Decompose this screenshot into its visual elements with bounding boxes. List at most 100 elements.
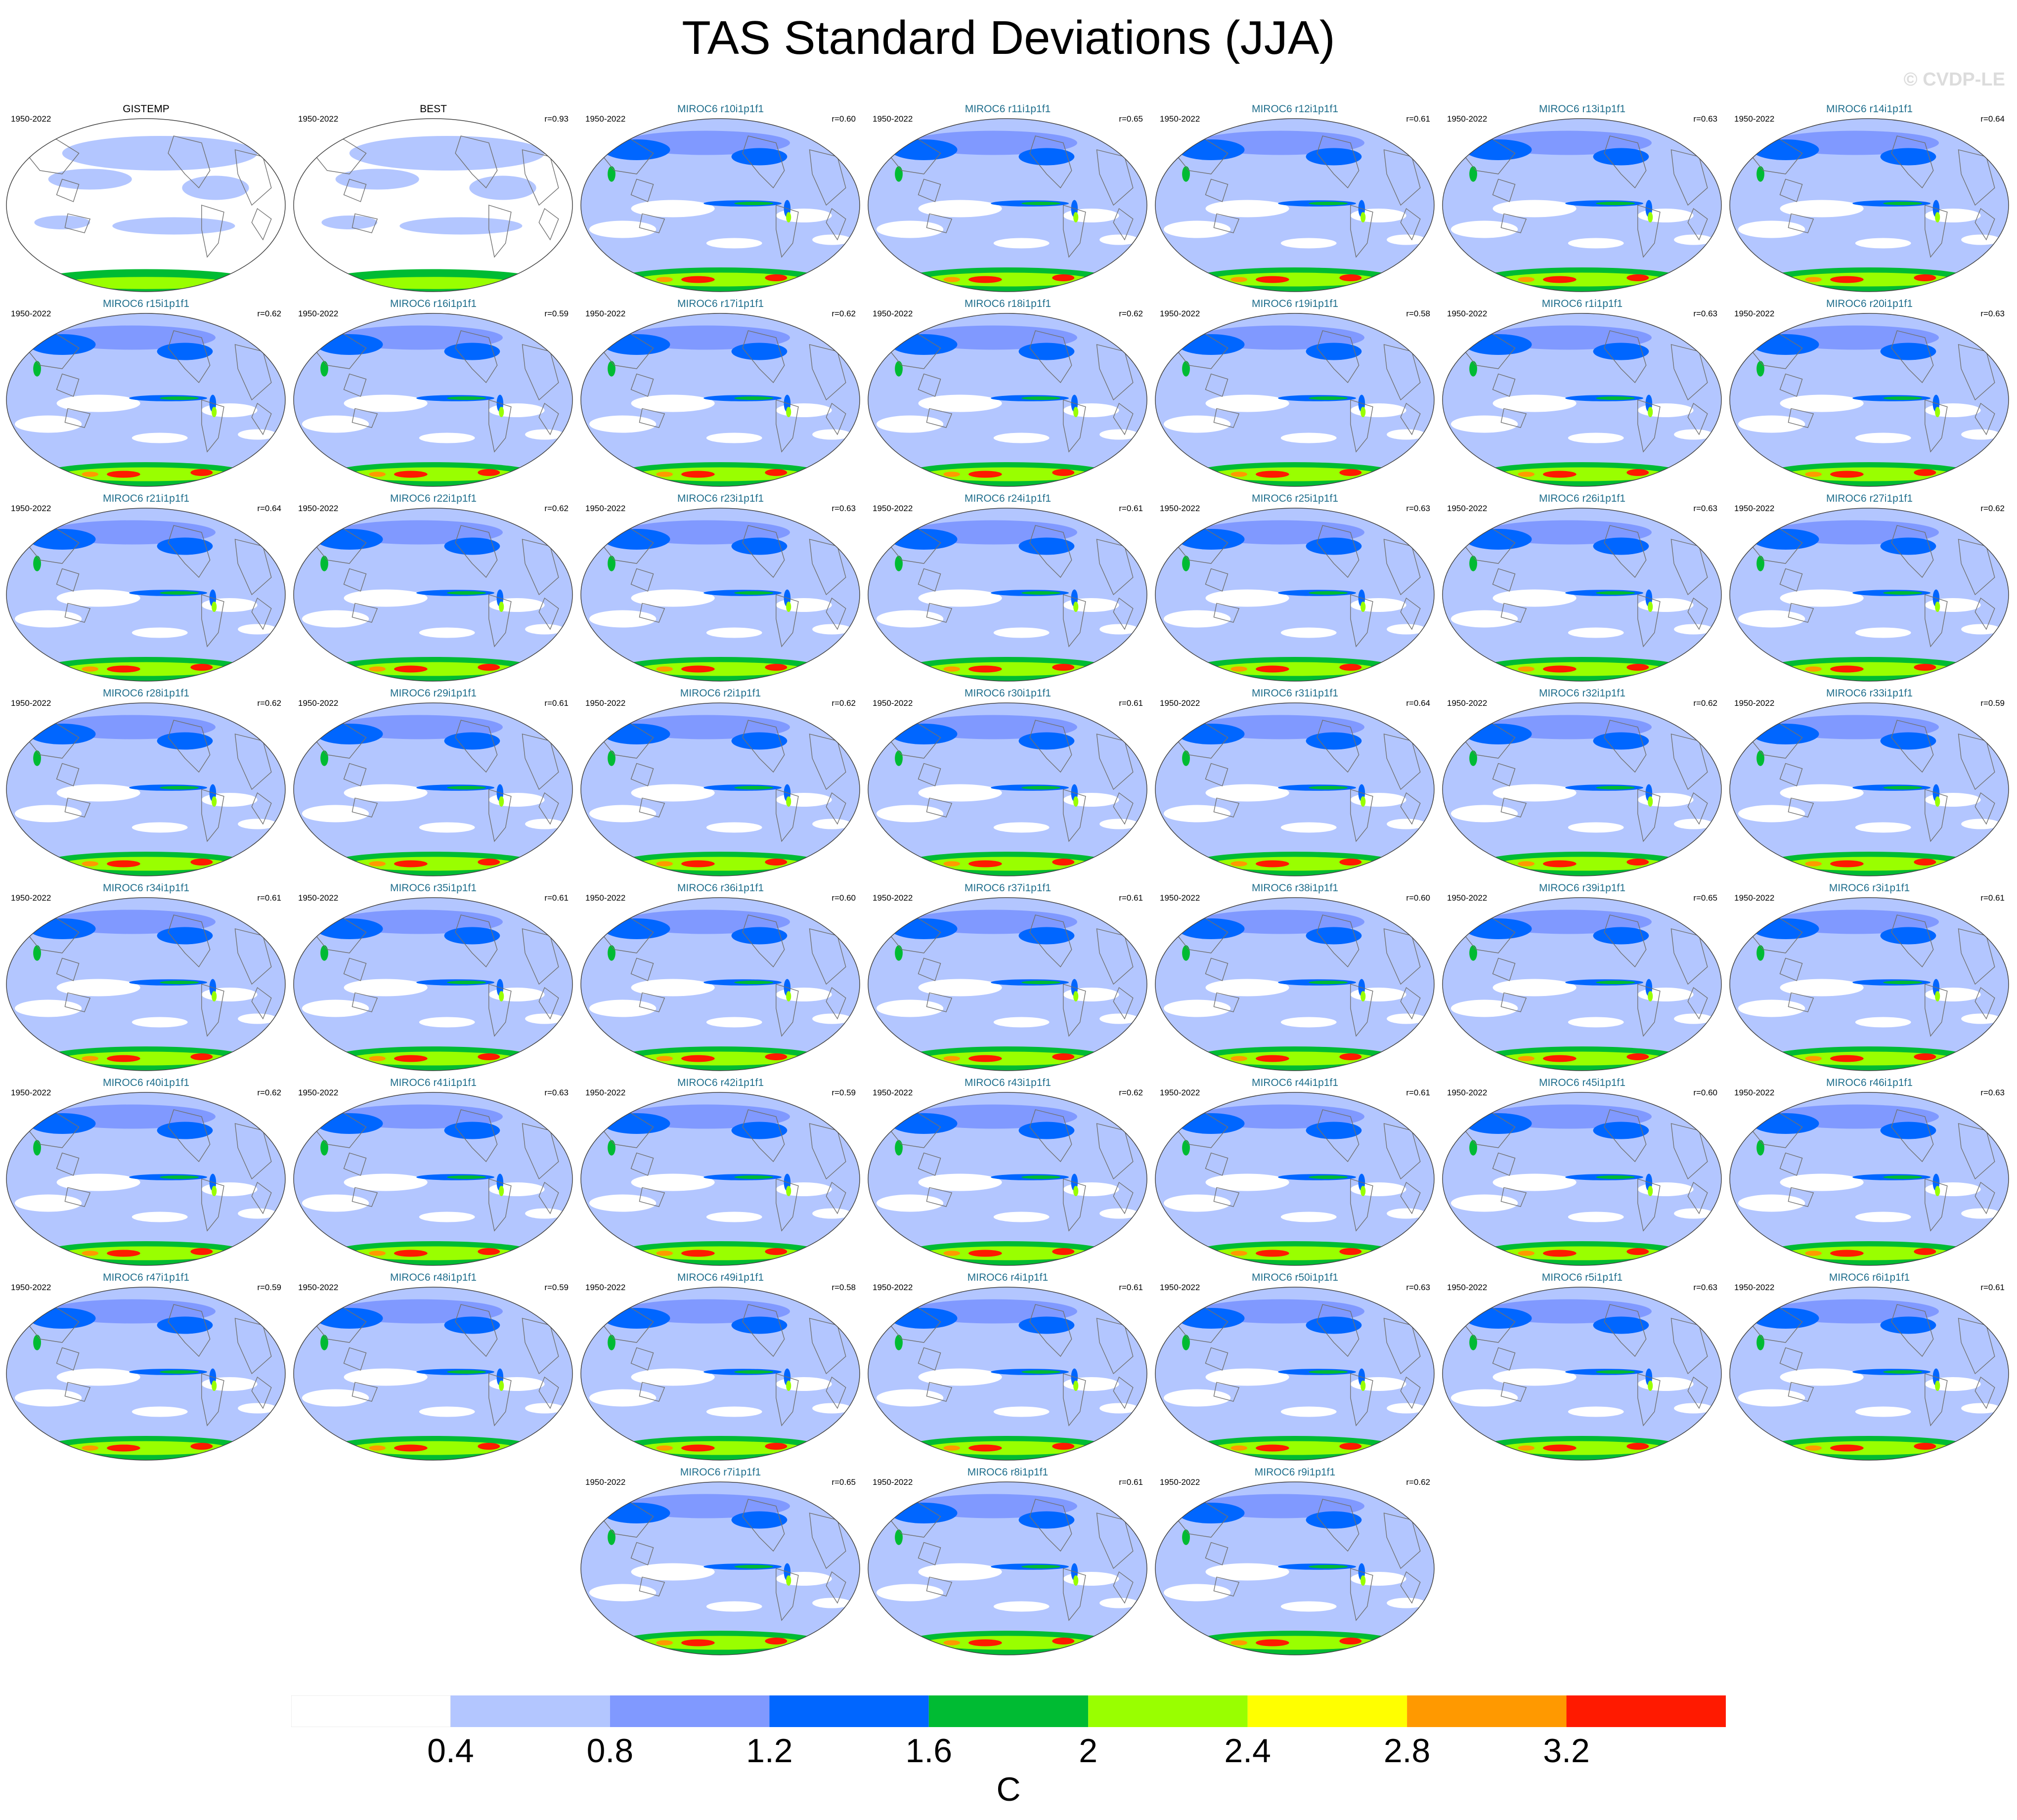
enso-region: [1883, 202, 1923, 205]
coastline: [351, 213, 378, 233]
world-map: [1155, 897, 1435, 1071]
coastline: [1113, 1571, 1134, 1604]
nh-variability-region: [1756, 1335, 1764, 1350]
coastline: [1096, 539, 1134, 596]
low-sd-region: [1492, 394, 1577, 412]
panel-title: MIROC6 r4i1p1f1: [967, 1272, 1049, 1283]
panel-period: 1950-2022: [1160, 698, 1200, 708]
enso-region: [734, 1565, 774, 1568]
coastline: [630, 178, 654, 202]
low-sd-region: [1674, 1208, 1713, 1219]
coastline: [826, 208, 846, 241]
coastline: [1670, 734, 1708, 790]
antarctic-region: [1518, 1251, 1535, 1256]
antarctic-region: [1805, 1056, 1822, 1061]
low-sd-region: [56, 1368, 140, 1386]
map-panel: MIROC6 r27i1p1f1 1950-2022 r=0.62: [1727, 492, 2012, 684]
enso-region: [1596, 1175, 1635, 1179]
panel-title: MIROC6 r3i1p1f1: [1829, 882, 1910, 894]
world-map: [6, 508, 286, 682]
colorbar-swatch: [1088, 1695, 1248, 1727]
nh-variability-region: [1018, 1122, 1075, 1139]
enso-region: [734, 591, 774, 595]
colorbar-tick-label: 3.2: [1543, 1732, 1590, 1770]
coastline: [742, 720, 785, 773]
panel-correlation: r=0.60: [1693, 1088, 1717, 1097]
nh-variability-region: [320, 1140, 328, 1156]
coastline: [1113, 402, 1134, 435]
coastline: [1788, 603, 1814, 623]
antarctic-region: [681, 1444, 715, 1452]
low-sd-region: [1450, 610, 1518, 628]
antarctic-region: [1211, 1246, 1379, 1260]
coastline: [1637, 399, 1661, 453]
coastline: [1974, 1181, 1995, 1214]
antarctic-region: [82, 666, 99, 672]
coastline: [455, 330, 498, 384]
panel-correlation: r=0.62: [832, 698, 856, 708]
low-sd-region: [631, 1563, 715, 1581]
coastline: [1788, 797, 1814, 818]
coastline: [234, 1318, 272, 1375]
world-map: [1729, 897, 2009, 1071]
map-panel: GISTEMP 1950-2022: [4, 103, 288, 295]
panel-title: MIROC6 r26i1p1f1: [1538, 493, 1626, 504]
enso-region: [1360, 1186, 1366, 1196]
coastline: [168, 720, 211, 773]
coastline: [1383, 928, 1421, 985]
antarctic-region: [1052, 1248, 1075, 1255]
low-sd-region: [1780, 1173, 1864, 1191]
antarctic-region: [1498, 1441, 1666, 1455]
coastline: [630, 1152, 654, 1176]
low-sd-region: [344, 394, 428, 412]
coastline: [776, 205, 799, 258]
low-sd-region: [1205, 394, 1289, 412]
coastline: [1492, 957, 1516, 981]
antarctic-region: [1518, 1056, 1535, 1061]
antarctic-region: [107, 1444, 140, 1452]
enso-region: [160, 1370, 199, 1374]
coastline: [455, 1109, 498, 1163]
enso-region: [786, 991, 791, 1001]
coastline: [1891, 1109, 1934, 1163]
antarctic-region: [394, 1444, 428, 1452]
antarctic-region: [765, 1053, 788, 1060]
map-panel: MIROC6 r45i1p1f1 1950-2022 r=0.60: [1440, 1077, 1724, 1268]
antarctic-region: [190, 1053, 213, 1060]
antarctic-region: [1543, 1055, 1577, 1062]
panel-title: MIROC6 r44i1p1f1: [1251, 1077, 1339, 1088]
coastline: [1350, 1373, 1373, 1427]
low-sd-region: [812, 624, 852, 635]
panel-correlation: r=0.93: [544, 114, 569, 124]
coastline: [351, 408, 378, 428]
low-sd-region: [1280, 433, 1337, 443]
coastline: [1974, 1376, 1995, 1409]
antarctic-region: [1211, 272, 1379, 287]
panel-correlation: r=0.59: [257, 1283, 281, 1292]
coastline: [1029, 720, 1072, 773]
map-border: [293, 118, 573, 292]
enso-region: [786, 796, 791, 807]
nh-variability-region: [62, 136, 258, 171]
nh-variability-region: [1182, 556, 1190, 571]
coastline: [826, 792, 846, 825]
panel-correlation: r=0.64: [1406, 698, 1430, 708]
antarctic-region: [1785, 1051, 1953, 1066]
low-sd-region: [993, 1601, 1050, 1612]
antarctic-region: [369, 472, 386, 477]
coastline: [809, 1513, 846, 1569]
nh-variability-region: [1593, 1316, 1649, 1334]
world-map: [1155, 702, 1435, 876]
panel-title: MIROC6 r7i1p1f1: [680, 1467, 761, 1478]
antarctic-region: [1052, 664, 1075, 671]
antarctic-region: [1339, 1053, 1362, 1060]
enso-region: [786, 1575, 791, 1586]
world-map: [580, 118, 860, 292]
coastline: [1779, 957, 1803, 981]
coastline: [1113, 1376, 1134, 1409]
antarctic-region: [394, 1250, 428, 1257]
low-sd-region: [1205, 589, 1289, 607]
panel-title: MIROC6 r13i1p1f1: [1538, 103, 1626, 115]
world-map: [868, 1092, 1147, 1266]
antarctic-region: [1626, 274, 1649, 281]
